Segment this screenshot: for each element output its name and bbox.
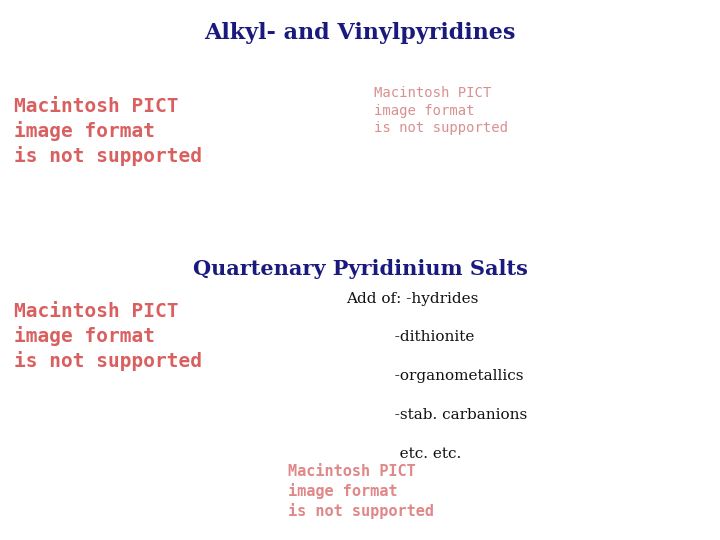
Text: -dithionite: -dithionite bbox=[346, 330, 474, 345]
Text: Macintosh PICT
image format
is not supported: Macintosh PICT image format is not suppo… bbox=[14, 97, 202, 166]
Text: -organometallics: -organometallics bbox=[346, 369, 523, 383]
Text: Add of: -hydrides: Add of: -hydrides bbox=[346, 292, 478, 306]
Text: Macintosh PICT
image format
is not supported: Macintosh PICT image format is not suppo… bbox=[288, 464, 434, 519]
Text: Quartenary Pyridinium Salts: Quartenary Pyridinium Salts bbox=[192, 259, 528, 279]
Text: etc. etc.: etc. etc. bbox=[346, 447, 461, 461]
Text: -stab. carbanions: -stab. carbanions bbox=[346, 408, 527, 422]
Text: Macintosh PICT
image format
is not supported: Macintosh PICT image format is not suppo… bbox=[374, 86, 508, 135]
Text: Macintosh PICT
image format
is not supported: Macintosh PICT image format is not suppo… bbox=[14, 302, 202, 371]
Text: Alkyl- and Vinylpyridines: Alkyl- and Vinylpyridines bbox=[204, 22, 516, 44]
